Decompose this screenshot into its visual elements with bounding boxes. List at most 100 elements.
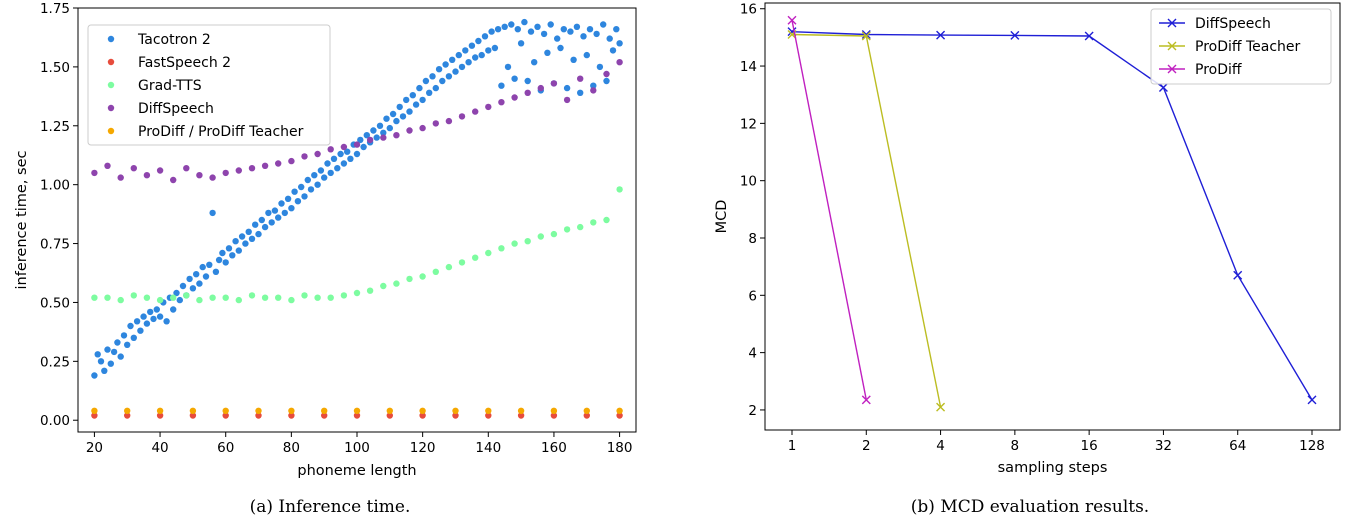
point-tacotron-2-45	[238, 233, 246, 240]
point-tacotron-2-11	[127, 322, 134, 330]
point-tacotron-2-101	[422, 77, 430, 85]
point-fastspeech-2-2	[156, 412, 164, 419]
point-fastspeech-2-13	[517, 412, 525, 419]
y-axis-label: MCD	[714, 200, 730, 234]
point-tacotron-2-159	[613, 26, 620, 33]
point-tacotron-2-134	[531, 59, 538, 66]
point-tacotron-2-15	[140, 313, 147, 320]
point-tacotron-2-32	[196, 280, 203, 287]
inference-time-chart: 20 40 60 80 100 120 140 160 180 0.00 0.25 0.50 0.75 1…	[14, 1, 637, 479]
point-diffspeech-22	[380, 134, 387, 141]
point-tacotron-2-87	[376, 122, 384, 129]
legend-marker-3	[107, 104, 115, 112]
legend-label-1: ProDiff Teacher	[1195, 39, 1301, 55]
point-tacotron-2-3	[101, 367, 108, 374]
x-tick-label-32: 32	[1155, 438, 1172, 454]
point-prodiff-prodiff-teacher-6	[288, 407, 295, 414]
point-tacotron-2-129	[514, 26, 521, 33]
point-diffspeech-18	[327, 146, 334, 153]
point-tacotron-2-16	[143, 320, 151, 327]
point-tacotron-2-37	[212, 268, 220, 275]
point-diffspeech-8	[196, 172, 203, 179]
point-tacotron-2-52	[261, 223, 269, 231]
point-tacotron-2-49	[252, 221, 259, 228]
point-grad-tts-1	[104, 294, 111, 301]
point-tacotron-2-57	[278, 200, 285, 207]
point-tacotron-2-157	[606, 35, 613, 42]
point-tacotron-2-93	[396, 103, 403, 111]
point-tacotron-2-4	[104, 346, 111, 353]
point-tacotron-2-106	[439, 77, 446, 85]
point-diffspeech-11	[235, 167, 242, 174]
point-tacotron-2-85	[370, 127, 377, 134]
marker-diffspeech-32	[1158, 83, 1168, 93]
point-grad-tts-3	[130, 292, 137, 299]
point-diffspeech-20	[353, 141, 361, 148]
point-tacotron-2-73	[330, 155, 338, 162]
point-diffspeech-39	[603, 70, 610, 78]
point-tacotron-2-12	[130, 334, 137, 341]
point-grad-tts-13	[261, 294, 269, 301]
point-grad-tts-37	[577, 223, 584, 231]
point-tacotron-2-132	[524, 77, 531, 85]
point-fastspeech-2-9	[386, 412, 393, 419]
y-tick-label-0: 0.00	[40, 413, 70, 429]
point-tacotron-2-94	[399, 113, 407, 120]
legend-marker-4	[107, 127, 115, 135]
point-tacotron-2-0	[91, 372, 98, 379]
point-diffspeech-0	[91, 169, 98, 177]
point-tacotron-2-148	[577, 89, 584, 97]
point-tacotron-2-77	[344, 148, 351, 155]
point-tacotron-2-42	[229, 252, 236, 259]
point-prodiff-prodiff-teacher-14	[550, 407, 558, 414]
x-tick-label-1: 1	[788, 438, 797, 454]
x-tick-label-120: 120	[410, 440, 436, 456]
point-tacotron-2-98	[412, 101, 420, 108]
point-diffspeech-35	[550, 80, 558, 87]
point-tacotron-2-40	[222, 259, 229, 266]
point-tacotron-2-31	[193, 271, 200, 278]
point-diffspeech-9	[209, 174, 216, 181]
point-prodiff-prodiff-teacher-5	[255, 407, 262, 414]
point-tacotron-2-111	[455, 51, 462, 59]
point-grad-tts-17	[314, 294, 321, 301]
point-diffspeech-28	[458, 113, 466, 120]
point-grad-tts-18	[327, 294, 334, 301]
point-tacotron-2-100	[419, 96, 426, 104]
legend-box	[1150, 8, 1332, 85]
point-prodiff-prodiff-teacher-11	[452, 407, 459, 414]
point-tacotron-2-5	[107, 360, 115, 367]
x-tick-label-100: 100	[344, 440, 370, 456]
point-grad-tts-22	[380, 282, 387, 290]
point-tacotron-2-109	[449, 56, 456, 63]
point-diffspeech-29	[472, 108, 479, 115]
point-tacotron-2-2	[97, 358, 105, 365]
point-tacotron-2-96	[406, 108, 413, 115]
point-tacotron-2-29	[186, 275, 193, 283]
point-grad-tts-38	[590, 219, 597, 226]
plot-frame	[764, 2, 1341, 431]
point-diffspeech-34	[537, 84, 544, 92]
point-tacotron-2-107	[442, 61, 449, 68]
point-tacotron-2-46	[242, 240, 249, 247]
point-grad-tts-5	[156, 296, 164, 304]
point-grad-tts-26	[432, 268, 439, 275]
y-tick-label-2: 0.50	[40, 295, 70, 311]
marker-prodiff-teacher-2	[861, 31, 871, 41]
x-tick-label-60: 60	[217, 440, 234, 456]
point-tacotron-2-78	[347, 155, 354, 162]
point-diffspeech-1	[104, 162, 111, 169]
point-tacotron-2-56	[275, 214, 282, 221]
marker-diffspeech-64	[1233, 270, 1243, 280]
marker-diffspeech-16	[1084, 31, 1094, 41]
point-fastspeech-2-15	[583, 412, 590, 419]
point-prodiff-prodiff-teacher-3	[189, 407, 197, 414]
point-tacotron-2-8	[117, 353, 124, 360]
point-diffspeech-5	[156, 167, 164, 174]
point-diffspeech-10	[222, 169, 229, 177]
point-tacotron-2-118	[478, 51, 485, 59]
x-tick-label-160: 160	[541, 440, 567, 456]
point-grad-tts-31	[498, 245, 505, 252]
x-tick-label-40: 40	[151, 440, 168, 456]
x-tick-label-4: 4	[936, 438, 945, 454]
